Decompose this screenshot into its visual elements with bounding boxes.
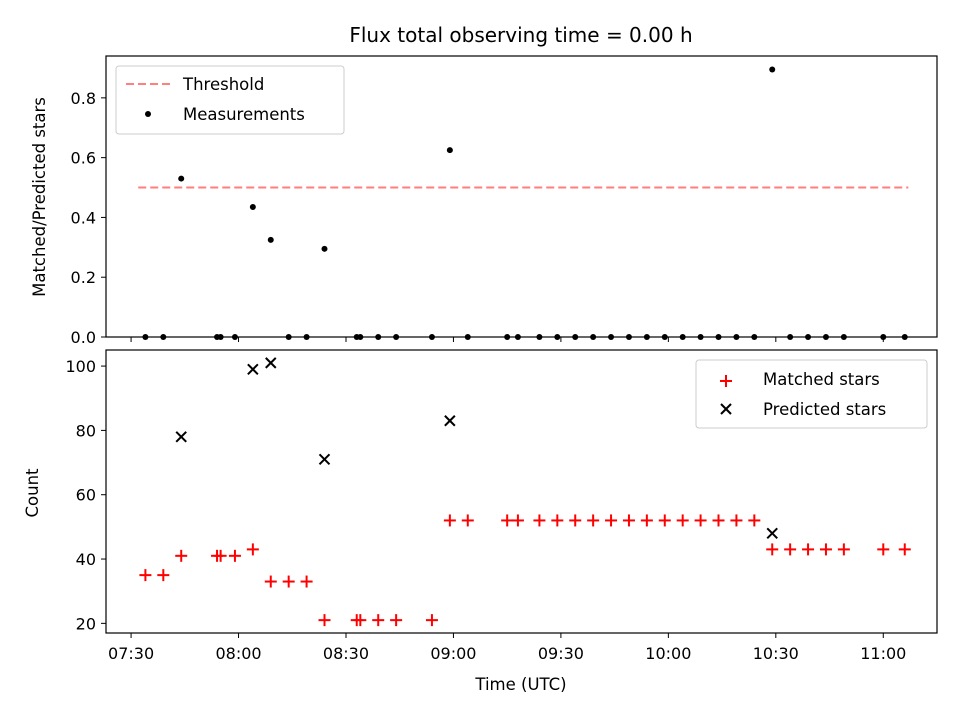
measurement-point bbox=[178, 175, 185, 182]
measurement-point bbox=[446, 147, 453, 154]
x-tick-label: 09:00 bbox=[430, 644, 476, 663]
bottom-legend: Matched stars Predicted stars bbox=[695, 359, 928, 429]
matched-star-point bbox=[605, 514, 618, 527]
measurement-point bbox=[769, 66, 776, 73]
top-y-tick-label: 0.2 bbox=[71, 268, 96, 287]
bottom-y-tick-label: 20 bbox=[76, 614, 96, 633]
matched-star-point bbox=[837, 543, 850, 556]
legend-measurements-swatch bbox=[145, 111, 151, 117]
matched-star-point bbox=[640, 514, 653, 527]
matched-star-point bbox=[214, 549, 227, 562]
x-stroke-2 bbox=[766, 527, 778, 540]
matched-star-point bbox=[712, 514, 725, 527]
x-tick-label: 08:30 bbox=[323, 644, 369, 663]
matched-star-point bbox=[694, 514, 707, 527]
measurement-point bbox=[267, 236, 274, 243]
top-y-tick-label: 0.0 bbox=[71, 328, 96, 347]
x-tick-label: 11:00 bbox=[860, 644, 906, 663]
matched-star-point bbox=[318, 614, 331, 627]
legend-predicted-label: Predicted stars bbox=[763, 400, 886, 419]
matched-star-point bbox=[157, 569, 170, 582]
predicted-star-point bbox=[318, 453, 331, 466]
matched-star-point bbox=[569, 514, 582, 527]
matched-star-point bbox=[587, 514, 600, 527]
top-y-axis-label: Matched/Predicted stars bbox=[30, 97, 49, 297]
x-tick-label: 08:00 bbox=[215, 644, 261, 663]
bottom-axes-frame bbox=[105, 349, 938, 634]
bottom-plot-area bbox=[139, 357, 911, 627]
predicted-star-point bbox=[175, 431, 187, 443]
matched-star-point bbox=[501, 514, 514, 527]
matched-star-point bbox=[766, 543, 779, 556]
matched-star-point bbox=[443, 514, 456, 527]
matched-star-point bbox=[461, 514, 474, 527]
matched-star-point bbox=[748, 514, 761, 527]
top-y-tick-label: 0.8 bbox=[71, 89, 96, 108]
bottom-legend-box bbox=[695, 359, 928, 429]
x-tick-label: 10:00 bbox=[645, 644, 691, 663]
predicted-star-point bbox=[265, 357, 277, 369]
bottom-y-axis-label: Count bbox=[23, 468, 42, 518]
x-tick-label: 10:30 bbox=[753, 644, 799, 663]
legend-matched-label: Matched stars bbox=[763, 370, 880, 389]
x-stroke-2 bbox=[175, 431, 187, 443]
top-legend: Threshold Measurements bbox=[115, 65, 345, 135]
x-stroke-2 bbox=[444, 415, 456, 427]
matched-star-point bbox=[819, 543, 832, 556]
matched-star-point bbox=[898, 543, 911, 556]
x-tick-label: 09:30 bbox=[538, 644, 584, 663]
top-legend-box bbox=[115, 65, 345, 135]
x-stroke-2 bbox=[265, 357, 277, 369]
matched-star-point bbox=[175, 549, 188, 562]
measurement-point bbox=[321, 245, 328, 252]
matched-star-point bbox=[511, 514, 524, 527]
matched-star-point bbox=[533, 514, 546, 527]
matched-star-point bbox=[425, 614, 438, 627]
x-stroke-2 bbox=[247, 363, 259, 376]
matched-star-point bbox=[246, 543, 259, 556]
legend-threshold-label: Threshold bbox=[182, 75, 264, 94]
legend-measurements-label: Measurements bbox=[183, 105, 305, 124]
bottom-panel: 07:30 08:00 08:30 09:00 09:30 10:00 10:30 11:00… bbox=[23, 349, 938, 694]
chart-title: Flux total observing time = 0.00 h bbox=[349, 23, 692, 47]
matched-star-point bbox=[622, 514, 635, 527]
top-plot-area bbox=[138, 66, 909, 340]
measurement-point bbox=[249, 203, 256, 210]
matched-star-point bbox=[139, 569, 152, 582]
legend-predicted-swatch bbox=[720, 403, 732, 415]
x-stroke-2 bbox=[318, 453, 331, 466]
bottom-y-tick-label: 100 bbox=[65, 357, 96, 376]
matched-star-point bbox=[877, 543, 890, 556]
bottom-y-tick-label: 60 bbox=[76, 486, 96, 505]
matched-star-point bbox=[228, 549, 241, 562]
predicted-star-point bbox=[247, 363, 259, 376]
matched-star-point bbox=[354, 614, 367, 627]
predicted-star-point bbox=[766, 527, 778, 540]
matched-star-point bbox=[802, 543, 815, 556]
matched-star-point bbox=[390, 614, 403, 627]
bottom-ticks: 07:30 08:00 08:30 09:00 09:30 10:00 10:30 11:00… bbox=[65, 357, 906, 663]
legend-matched-swatch bbox=[720, 375, 732, 387]
top-y-tick-label: 0.6 bbox=[71, 149, 96, 168]
matched-star-point bbox=[282, 575, 295, 588]
top-panel: Flux total observing time = 0.00 h 0.00.… bbox=[30, 23, 938, 347]
top-axes-frame bbox=[105, 55, 938, 338]
matched-star-point bbox=[784, 543, 797, 556]
predicted-star-point bbox=[444, 415, 456, 427]
matched-star-point bbox=[300, 575, 313, 588]
x-tick-label: 07:30 bbox=[108, 644, 154, 663]
matched-star-point bbox=[372, 614, 385, 627]
bottom-y-tick-label: 40 bbox=[76, 550, 96, 569]
top-y-tick-label: 0.4 bbox=[71, 208, 96, 227]
x-axis-label: Time (UTC) bbox=[474, 675, 566, 694]
top-ticks: 0.0 0.2 0.4 0.6 0.8 bbox=[71, 89, 884, 347]
matched-star-point bbox=[264, 575, 277, 588]
matched-star-point bbox=[658, 514, 671, 527]
matched-star-point bbox=[730, 514, 743, 527]
matched-star-point bbox=[676, 514, 689, 527]
matched-star-point bbox=[551, 514, 564, 527]
bottom-y-tick-label: 80 bbox=[76, 421, 96, 440]
